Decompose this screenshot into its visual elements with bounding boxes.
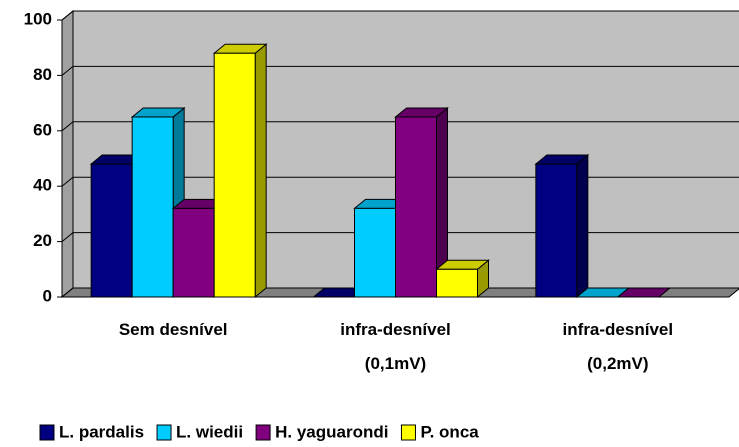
bar-front bbox=[354, 207, 396, 298]
y-tick-label: 60 bbox=[33, 120, 52, 139]
legend-swatch bbox=[156, 424, 172, 441]
x-tick-label: infra-desnível (0,2mV) bbox=[563, 320, 674, 373]
bar-front bbox=[131, 116, 174, 298]
bar-front bbox=[90, 163, 133, 298]
bar-side bbox=[254, 43, 267, 299]
bar-side bbox=[576, 153, 589, 299]
y-tick-label: 20 bbox=[33, 231, 52, 250]
bar-front bbox=[172, 207, 215, 298]
grid-line bbox=[61, 232, 739, 242]
legend-label: P. onca bbox=[420, 422, 479, 441]
legend-swatch bbox=[39, 424, 55, 441]
x-tick-line: Sem desnível bbox=[119, 320, 228, 339]
grid-line bbox=[61, 65, 739, 76]
bar bbox=[435, 259, 490, 299]
grid-line bbox=[61, 287, 739, 298]
legend-swatch bbox=[255, 424, 271, 441]
x-tick-line: infra-desnível bbox=[340, 320, 451, 339]
bar bbox=[212, 43, 268, 299]
bar-front bbox=[436, 268, 478, 298]
bar bbox=[616, 287, 672, 298]
x-tick-label: infra-desnível (0,1mV) bbox=[340, 320, 451, 373]
bar-front bbox=[213, 52, 256, 298]
side-wall bbox=[61, 9, 74, 299]
legend-label: L. wiedii bbox=[176, 422, 243, 441]
legend-swatch bbox=[400, 424, 416, 441]
y-tick-label: 40 bbox=[33, 176, 52, 195]
y-tick-label: 0 bbox=[43, 286, 52, 305]
x-tick-line: (0,1mV) bbox=[365, 354, 426, 373]
y-tick-label: 80 bbox=[33, 65, 52, 84]
y-tick-label: 100 bbox=[24, 9, 52, 28]
grid-line bbox=[61, 121, 739, 132]
grid-line bbox=[61, 10, 739, 21]
x-tick-line: (0,2mV) bbox=[587, 354, 648, 373]
legend-label: H. yaguarondi bbox=[275, 422, 388, 441]
bar bbox=[534, 153, 590, 299]
grid-line bbox=[61, 176, 739, 187]
bar-front bbox=[395, 116, 437, 298]
bar bbox=[394, 106, 449, 299]
legend-label: L. pardalis bbox=[59, 422, 144, 441]
x-tick-label: Sem desnível bbox=[119, 320, 228, 339]
bar-top bbox=[616, 287, 672, 298]
x-tick-line: infra-desnível bbox=[563, 320, 674, 339]
bar-front bbox=[535, 163, 578, 298]
